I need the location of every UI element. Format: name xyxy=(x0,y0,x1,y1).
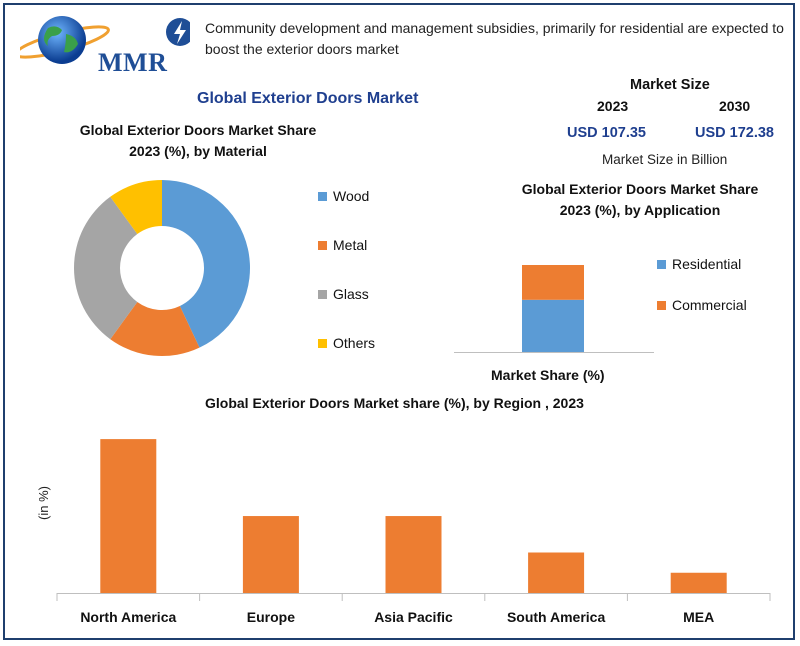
region-chart-title: Global Exterior Doors Market share (%), … xyxy=(205,395,584,411)
legend-item-metal: Metal xyxy=(318,237,367,253)
application-chart-xlabel: Market Share (%) xyxy=(491,367,605,383)
donut-slice-others xyxy=(110,180,162,235)
application-chart-title: Global Exterior Doors Market Share 2023 … xyxy=(521,181,759,218)
donut-slice-metal xyxy=(110,301,200,356)
legend-label-others: Others xyxy=(333,335,376,351)
legend-item-glass: Glass xyxy=(318,286,369,302)
legend-label-glass: Glass xyxy=(333,286,369,302)
material-chart-title: Global Exterior Doors Market Share 2023 … xyxy=(79,122,317,159)
legend-label-wood: Wood xyxy=(333,188,370,204)
headline-text: Community development and management sub… xyxy=(205,20,784,57)
application-stacked-chart xyxy=(454,265,654,353)
region-bar-north-america xyxy=(100,439,157,593)
legend-swatch-glass xyxy=(318,289,327,299)
region-bar-europe xyxy=(242,516,299,593)
stacked-segment-residential xyxy=(522,299,584,352)
region-bar-mea xyxy=(670,572,727,593)
legend-label-metal: Metal xyxy=(333,237,368,253)
market-size-title: Market Size xyxy=(630,77,710,93)
market-size-unit-note: Market Size in Billion xyxy=(602,152,728,167)
market-size-value-2023: USD 107.35 xyxy=(567,125,646,141)
material-donut-chart xyxy=(73,180,251,356)
region-bar-chart: (in %) North America Europe Asia Pacific So… xyxy=(36,439,771,625)
brand-name: MMR xyxy=(98,48,168,77)
market-size-year-2023: 2023 xyxy=(597,98,629,114)
stacked-segment-commercial xyxy=(522,265,584,300)
market-size-value-2030: USD 172.38 xyxy=(695,125,774,141)
legend-item-wood: Wood xyxy=(318,188,369,204)
region-tick-label: South America xyxy=(507,609,605,625)
region-tick-label: Asia Pacific xyxy=(374,609,453,625)
market-size-year-2030: 2030 xyxy=(719,98,751,114)
donut-slice-glass xyxy=(73,196,138,340)
main-title: Global Exterior Doors Market xyxy=(197,90,419,107)
legend-swatch-wood xyxy=(318,191,327,201)
legend-swatch-others xyxy=(318,338,327,348)
legend-swatch-residential xyxy=(657,259,666,269)
donut-slice-wood xyxy=(162,180,251,348)
legend-swatch-commercial xyxy=(657,300,666,310)
legend-item-others: Others xyxy=(318,335,375,351)
legend-label-commercial: Commercial xyxy=(672,297,747,313)
legend-item-residential: Residential xyxy=(657,256,741,272)
legend-swatch-metal xyxy=(318,240,327,250)
region-tick-label: Europe xyxy=(247,609,295,625)
region-bar-asia-pacific xyxy=(385,516,442,593)
legend-label-residential: Residential xyxy=(672,256,742,272)
region-chart-ylabel: (in %) xyxy=(36,486,51,520)
region-tick-label: North America xyxy=(80,609,176,625)
region-bar-south-america xyxy=(528,552,585,593)
region-tick-label: MEA xyxy=(683,609,714,625)
brand-logo: MMR xyxy=(14,12,194,77)
legend-item-commercial: Commercial xyxy=(657,297,747,313)
